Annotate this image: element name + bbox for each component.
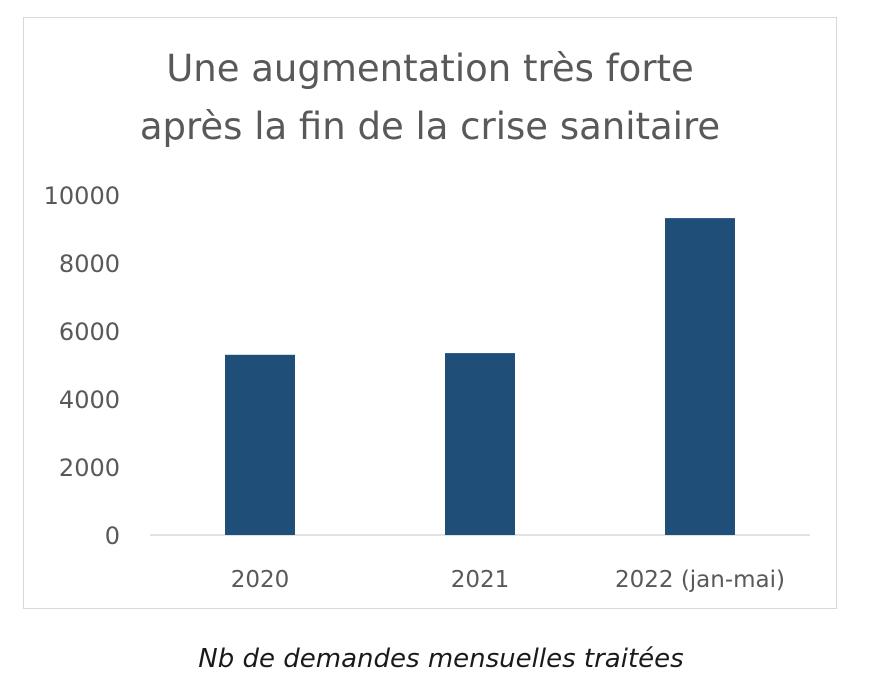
bar-2021 [445, 353, 515, 535]
y-tick-label: 4000 [59, 386, 120, 414]
y-tick-label: 2000 [59, 454, 120, 482]
chart-title-line-2: après la fin de la crise sanitaire [139, 105, 721, 148]
bar-2022 [665, 218, 735, 535]
x-tick-label: 2021 [451, 567, 510, 593]
y-tick-label: 6000 [59, 318, 120, 346]
x-tick-label: 2020 [231, 567, 290, 593]
y-tick-label: 8000 [59, 250, 120, 278]
bar-2020 [225, 354, 295, 535]
chart-title-line-1: Une augmentation très forte [166, 47, 694, 90]
y-tick-label: 0 [105, 522, 120, 550]
y-tick-label: 10000 [44, 182, 120, 210]
chart-caption: Nb de demandes mensuelles traitées [198, 644, 684, 674]
x-tick-label: 2022 (jan-mai) [615, 567, 785, 593]
chart-title: Une augmentation très forte après la fin… [23, 40, 837, 156]
